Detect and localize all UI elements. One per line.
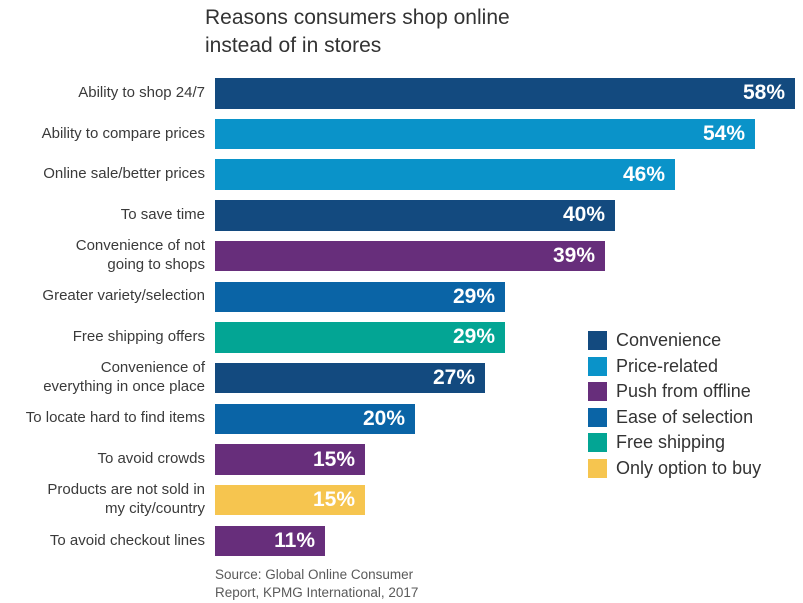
bar: 29% — [215, 281, 505, 313]
legend-item-convenience: Convenience — [588, 330, 761, 351]
bar-track: 27% — [215, 362, 803, 394]
bar-track: 11% — [215, 525, 803, 557]
legend-label: Only option to buy — [616, 457, 762, 478]
chart-title: Reasons consumers shop online instead of… — [205, 6, 510, 57]
legend-item-only-option-to-buy: Only option to buy — [588, 457, 762, 479]
legend-label: Price-related — [616, 355, 719, 376]
value-label: 27% — [432, 366, 475, 390]
category-label: Ability to compare prices — [41, 124, 205, 142]
bar-track: 15% — [215, 484, 803, 516]
value-label: 15% — [312, 488, 355, 512]
legend-swatch — [588, 356, 607, 376]
bar-row: Ability to compare prices 54% — [0, 114, 803, 155]
value-label: 15% — [312, 447, 355, 471]
legend-item-ease-of-selection: Ease of selection — [588, 406, 761, 428]
source-note: Source: Global Online Consumer Report, K… — [215, 567, 419, 600]
value-label: 20% — [362, 406, 405, 430]
legend-swatch — [588, 382, 607, 402]
category-label: To avoid checkout lines — [49, 531, 205, 549]
bar-row: Convenience of not going to shops 39% — [0, 236, 803, 277]
value-label: 58% — [742, 81, 785, 105]
bar-track: 40% — [215, 200, 803, 231]
bar-row: Convenience of everything in once place … — [0, 358, 803, 399]
legend-swatch — [588, 407, 607, 427]
bar-track: 39% — [215, 240, 803, 272]
bar-row: Products are not sold in my city/country… — [0, 480, 803, 521]
category-label: Products are not sold in my city/country — [47, 481, 205, 518]
legend-label: Convenience — [616, 330, 722, 351]
value-label: 29% — [452, 284, 495, 308]
bar: 40% — [215, 200, 615, 231]
bar-row: Ability to shop 24/7 58% — [0, 73, 803, 114]
bar: 15% — [215, 444, 365, 475]
bar: 58% — [215, 78, 795, 109]
value-label: 40% — [562, 203, 605, 227]
bar-row: To avoid crowds 15% — [0, 439, 803, 480]
legend-item-push-from-offline: Push from offline — [588, 381, 761, 402]
bar: 20% — [215, 403, 415, 435]
bar-track: 29% — [215, 281, 803, 313]
bar-row: To avoid checkout lines 11% — [0, 521, 803, 562]
value-label: 46% — [622, 162, 665, 186]
category-label: To locate hard to find items — [25, 409, 205, 427]
category-label: Ability to shop 24/7 — [78, 83, 205, 101]
bar-row: To save time 40% — [0, 195, 803, 236]
value-label: 29% — [452, 325, 495, 349]
legend-swatch — [588, 433, 607, 453]
bar-track: 54% — [215, 118, 803, 150]
bar: 15% — [215, 484, 365, 516]
legend-label: Free shipping — [616, 432, 726, 453]
bar: 54% — [215, 118, 755, 150]
bar: 27% — [215, 362, 485, 394]
category-label: Convenience of not going to shops — [75, 237, 205, 274]
value-label: 54% — [702, 122, 745, 146]
category-label: To save time — [120, 206, 205, 224]
legend-swatch — [588, 458, 607, 478]
category-label: Online sale/better prices — [43, 165, 205, 183]
bar-row: Free shipping offers 29% — [0, 317, 803, 358]
category-label: Convenience of everything in once place — [43, 359, 205, 396]
category-label: To avoid crowds — [97, 450, 205, 468]
bar-track: 58% — [215, 78, 803, 109]
value-label: 11% — [274, 528, 315, 552]
bar-row: Online sale/better prices 46% — [0, 154, 803, 195]
legend-label: Push from offline — [616, 381, 751, 402]
bar-rows: Ability to shop 24/7 58% Ability to comp… — [0, 73, 803, 561]
bar: 11% — [215, 525, 325, 557]
bar: 39% — [215, 240, 605, 272]
legend: Convenience Price-related Push from offl… — [588, 330, 762, 479]
bar-track: 20% — [215, 403, 803, 435]
bar: 46% — [215, 159, 675, 190]
legend-item-free-shipping: Free shipping — [588, 432, 761, 453]
bar: 29% — [215, 322, 505, 353]
legend-item-price-related: Price-related — [588, 355, 761, 377]
bar-track: 29% — [215, 322, 803, 353]
bar-row: To locate hard to find items 20% — [0, 399, 803, 440]
legend-label: Ease of selection — [616, 406, 754, 427]
bar-track: 46% — [215, 159, 803, 190]
value-label: 39% — [552, 244, 595, 268]
bar-row: Greater variety/selection 29% — [0, 276, 803, 317]
bar-track: 15% — [215, 444, 803, 475]
category-label: Greater variety/selection — [42, 287, 205, 305]
legend-swatch — [588, 331, 607, 351]
category-label: Free shipping offers — [72, 328, 205, 346]
